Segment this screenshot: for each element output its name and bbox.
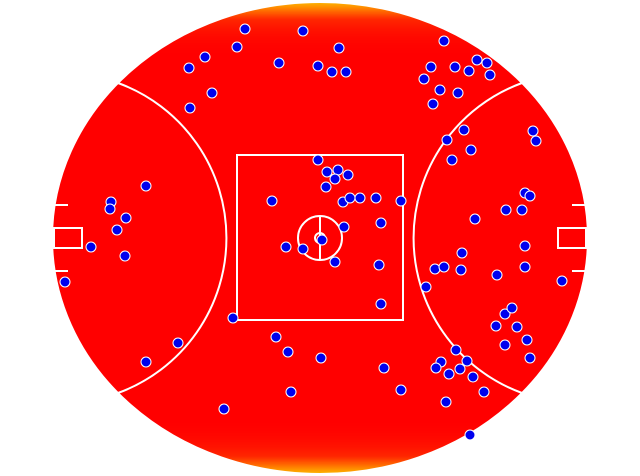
- point: [446, 154, 458, 166]
- point: [524, 190, 536, 202]
- point: [418, 73, 430, 85]
- point: [184, 102, 196, 114]
- point: [481, 57, 493, 69]
- point: [375, 217, 387, 229]
- point: [450, 344, 462, 356]
- point: [469, 213, 481, 225]
- point: [312, 154, 324, 166]
- point: [484, 69, 496, 81]
- point: [425, 61, 437, 73]
- point: [430, 362, 442, 374]
- point: [519, 240, 531, 252]
- point: [378, 362, 390, 374]
- point: [519, 261, 531, 273]
- point: [370, 192, 382, 204]
- point: [511, 321, 523, 333]
- point: [321, 166, 333, 178]
- point: [429, 263, 441, 275]
- point: [463, 65, 475, 77]
- point: [530, 135, 542, 147]
- point: [231, 41, 243, 53]
- point: [282, 346, 294, 358]
- point: [452, 87, 464, 99]
- point: [326, 66, 338, 78]
- point: [455, 264, 467, 276]
- point: [500, 204, 512, 216]
- point: [521, 334, 533, 346]
- point: [140, 356, 152, 368]
- point: [316, 234, 328, 246]
- point: [266, 195, 278, 207]
- point: [104, 203, 116, 215]
- point: [465, 144, 477, 156]
- point: [556, 275, 568, 287]
- point: [239, 23, 251, 35]
- point: [375, 298, 387, 310]
- point: [119, 250, 131, 262]
- point: [373, 259, 385, 271]
- point: [85, 241, 97, 253]
- point: [273, 57, 285, 69]
- point: [340, 66, 352, 78]
- point: [297, 243, 309, 255]
- point: [332, 164, 344, 176]
- point: [329, 173, 341, 185]
- point: [172, 337, 184, 349]
- point: [280, 241, 292, 253]
- point: [499, 308, 511, 320]
- point: [342, 169, 354, 181]
- point: [183, 62, 195, 74]
- point: [449, 61, 461, 73]
- point: [471, 54, 483, 66]
- point: [285, 386, 297, 398]
- point: [395, 195, 407, 207]
- point: [456, 247, 468, 259]
- point: [478, 386, 490, 398]
- point: [333, 42, 345, 54]
- point: [395, 384, 407, 396]
- point: [516, 204, 528, 216]
- point: [344, 192, 356, 204]
- point: [506, 302, 518, 314]
- point: [458, 124, 470, 136]
- point: [527, 125, 539, 137]
- point: [524, 352, 536, 364]
- point: [443, 368, 455, 380]
- point: [199, 51, 211, 63]
- point: [499, 339, 511, 351]
- point: [329, 256, 341, 268]
- point: [464, 429, 476, 441]
- point: [270, 331, 282, 343]
- point: [440, 396, 452, 408]
- point: [59, 276, 71, 288]
- point: [461, 355, 473, 367]
- point: [120, 212, 132, 224]
- point: [427, 98, 439, 110]
- point: [420, 281, 432, 293]
- point: [454, 363, 466, 375]
- point: [490, 320, 502, 332]
- point: [491, 269, 503, 281]
- point: [338, 221, 350, 233]
- point: [438, 35, 450, 47]
- point: [467, 371, 479, 383]
- point: [227, 312, 239, 324]
- point: [438, 261, 450, 273]
- point: [434, 84, 446, 96]
- point: [354, 192, 366, 204]
- point: [320, 181, 332, 193]
- point: [206, 87, 218, 99]
- point: [218, 403, 230, 415]
- point: [315, 352, 327, 364]
- point: [441, 134, 453, 146]
- point: [111, 224, 123, 236]
- point: [140, 180, 152, 192]
- point: [297, 25, 309, 37]
- point: [312, 60, 324, 72]
